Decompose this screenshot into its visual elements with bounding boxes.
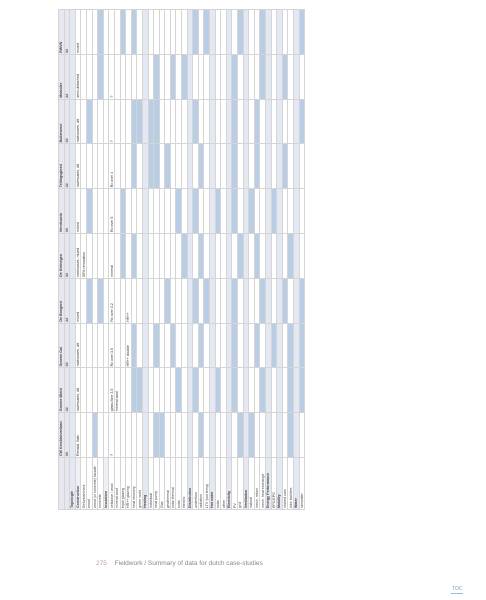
- table-cell: [299, 278, 305, 324]
- table-cell: [299, 233, 305, 279]
- table-body: Topologie Construction Rehabil. flats rowho…: [69, 9, 305, 510]
- table-cell: [299, 99, 305, 144]
- table-cell: [299, 412, 305, 458]
- toc-link[interactable]: TOC: [452, 586, 463, 592]
- row-label: rainwater: [299, 457, 305, 510]
- row-label: wood (or concrete) facade: [92, 457, 98, 510]
- table-cell: [299, 323, 305, 368]
- table-cell: [299, 9, 305, 55]
- rotated-data-table-page: CW Kerckhovenlaan Groene Mient Groene Gal D…: [58, 9, 428, 510]
- rotated-table-wrapper: CW Kerckhovenlaan Groene Mient Groene Gal D…: [58, 9, 428, 510]
- table-section-row: Construction Rehabil. flats rowhouses, alt…: [75, 9, 81, 510]
- table-cell: [299, 367, 305, 413]
- table-cell: [299, 54, 305, 100]
- table-header-row: CW Kerckhovenlaan Groene Mient Groene Gal D…: [58, 9, 65, 510]
- table-cell: [299, 188, 305, 234]
- page-footer: 275 Fieldwork / Summary of data for dutc…: [96, 560, 263, 567]
- table-row: rainwater: [299, 9, 305, 510]
- page-number: 275: [96, 560, 107, 567]
- case-study-table: CW Kerckhovenlaan Groene Mient Groene Gal D…: [58, 9, 305, 510]
- footer-title: Fieldwork / Summary of data for dutch ca…: [114, 560, 263, 567]
- table-cell: [299, 143, 305, 189]
- toc-underline: [451, 593, 463, 594]
